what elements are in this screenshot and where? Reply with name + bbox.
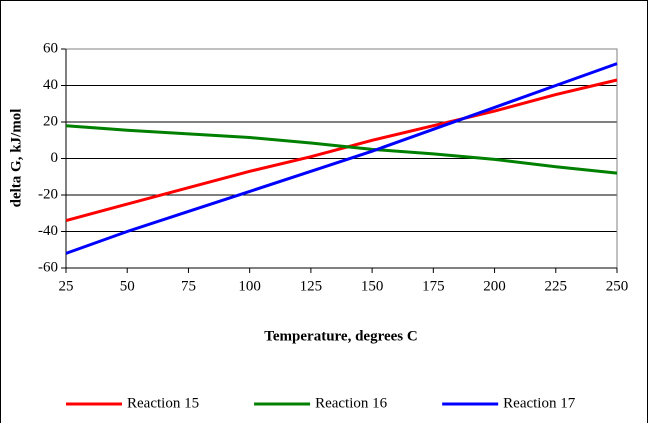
x-tick-label: 25 [59,278,74,294]
series-line [65,62,618,255]
y-tick-label: 0 [51,150,59,166]
x-tick-label: 125 [300,278,323,294]
y-tick-label: 60 [43,40,58,56]
x-tick-label: 200 [483,278,506,294]
y-tick-label: -20 [38,186,58,202]
legend-label: Reaction 17 [503,395,576,411]
y-tick-label: -40 [38,223,58,239]
y-tick-label: 40 [43,77,58,93]
y-tick-label: -60 [38,259,58,275]
x-tick-label: 50 [120,278,135,294]
y-tick-label: 20 [43,113,58,129]
x-tick-label: 225 [545,278,568,294]
series-line [65,124,618,175]
y-axis-title: delta G, kJ/mol [8,109,24,208]
x-tick-label: 250 [606,278,629,294]
legend-label: Reaction 15 [127,395,199,411]
series-line [65,78,618,223]
x-tick-label: 100 [238,278,261,294]
x-tick-label: 175 [422,278,445,294]
legend-label: Reaction 16 [315,395,388,411]
x-tick-label: 75 [181,278,196,294]
x-axis-title: Temperature, degrees C [264,328,417,344]
x-tick-label: 150 [361,278,384,294]
